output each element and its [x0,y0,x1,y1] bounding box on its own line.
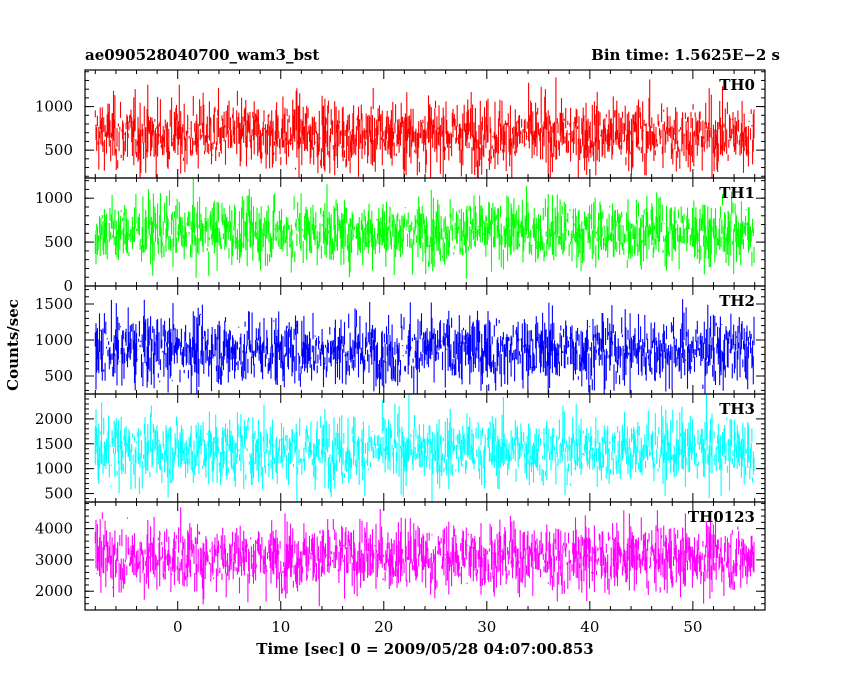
chart-title-left: ae090528040700_wam3_bst [85,46,319,64]
y-tick-label: 2000 [35,410,73,428]
series-label-th0: TH0 [719,76,755,94]
series-line-th0 [94,77,755,178]
y-tick-label: 1000 [35,189,73,207]
series-label-th2: TH2 [719,292,755,310]
series-line-th1 [94,178,755,279]
x-axis-label: Time [sec] 0 = 2009/05/28 04:07:00.853 [256,640,593,658]
y-tick-label: 500 [44,141,73,159]
panel-th0: 500 1000 TH0 [35,69,766,179]
series-label-th0123: TH0123 [688,508,755,526]
x-tick-label: 50 [683,618,702,636]
series-line-th3 [94,394,755,502]
series-label-th1: TH1 [719,184,755,202]
x-tick-label: 40 [580,618,599,636]
y-tick-label: 500 [44,367,73,385]
panel-th1: 0 500 1000 TH1 [35,177,766,295]
y-tick-label: 4000 [35,520,73,538]
y-tick-label: 1500 [35,295,73,313]
y-tick-label: 500 [44,485,73,503]
series-label-th3: TH3 [719,400,755,418]
panel-th2: 500 1000 1500 TH2 [35,285,766,395]
y-tick-label: 1000 [35,331,73,349]
x-tick-label: 0 [173,618,183,636]
y-tick-label: 1000 [35,460,73,478]
y-axis-label: Counts/sec [4,299,22,391]
x-tick-label: 10 [271,618,290,636]
series-line-th2 [94,299,755,394]
y-tick-label: 0 [63,277,73,295]
y-tick-label: 1500 [35,435,73,453]
chart-title-right: Bin time: 1.5625E−2 s [591,46,780,64]
panel-th3: 500 1000 1500 2000 TH3 [35,393,766,503]
series-line-th0123 [94,507,755,607]
x-tick-label: 30 [477,618,496,636]
panel-th0123: 2000 3000 4000 TH0123 [35,501,766,611]
x-tick-label: 20 [374,618,393,636]
y-tick-label: 3000 [35,551,73,569]
y-tick-label: 500 [44,233,73,251]
y-tick-label: 1000 [35,98,73,116]
y-tick-label: 2000 [35,582,73,600]
